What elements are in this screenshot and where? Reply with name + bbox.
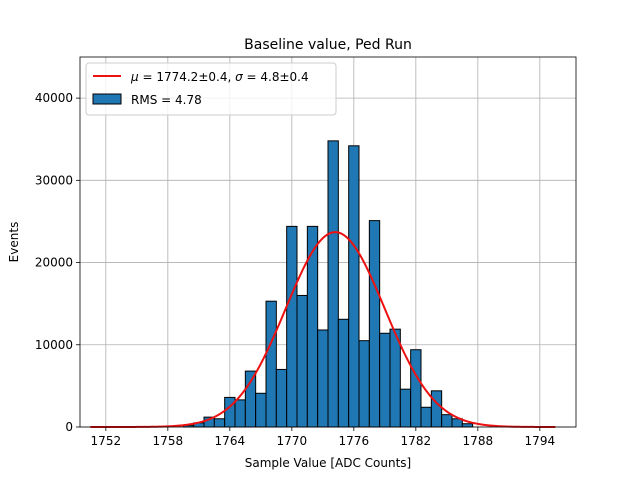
histogram-bar — [224, 396, 236, 428]
x-tick-label: 1794 — [525, 434, 556, 448]
x-tick-label: 1764 — [215, 434, 246, 448]
x-tick-label: 1770 — [277, 434, 308, 448]
y-tick-label: 0 — [65, 420, 73, 434]
y-axis-label: Events — [7, 222, 21, 263]
histogram-bar — [275, 368, 288, 428]
histogram-bar — [244, 370, 257, 428]
histogram-bar — [441, 414, 453, 428]
histogram-bar — [461, 423, 474, 428]
histogram-bar — [234, 399, 246, 428]
histogram-bar — [379, 332, 391, 428]
x-tick-label: 1776 — [339, 434, 370, 448]
x-tick-label: 1758 — [153, 434, 184, 448]
gaussian-fit-curve — [90, 231, 556, 428]
histogram-bar — [213, 418, 226, 428]
histogram-bar — [337, 318, 350, 428]
histogram-bar — [399, 388, 412, 428]
histogram-bar — [286, 225, 298, 428]
x-tick-label: 1782 — [401, 434, 432, 448]
y-axis-ticks: 0 10000 20000 30000 40000 — [35, 91, 80, 434]
legend-histogram-label: RMS = 4.78 — [131, 93, 202, 107]
y-tick-label: 40000 — [35, 91, 73, 105]
histogram-bar — [368, 220, 381, 428]
histogram-bar — [430, 390, 443, 428]
histogram-bar — [265, 300, 277, 428]
legend-box — [85, 62, 337, 116]
histogram-bar — [389, 328, 401, 428]
histogram-bar — [296, 294, 308, 428]
x-axis-label: Sample Value [ADC Counts] — [245, 456, 411, 470]
legend-histogram-swatch — [92, 93, 122, 105]
legend: μ = 1774.2±0.4, σ = 4.8±0.4 RMS = 4.78 — [85, 62, 337, 116]
y-tick-label: 10000 — [35, 338, 73, 352]
histogram-bar — [348, 145, 360, 428]
y-tick-label: 20000 — [35, 256, 73, 270]
x-axis-ticks: 1752 1758 1764 1770 1776 1782 1788 1794 — [91, 427, 556, 448]
y-tick-label: 30000 — [35, 173, 73, 187]
histogram-bar — [255, 392, 267, 428]
histogram-bar — [358, 340, 370, 428]
histogram-bar — [317, 329, 329, 428]
legend-fit-label: μ = 1774.2±0.4, σ = 4.8±0.4 — [130, 70, 309, 84]
histogram-bar — [410, 349, 422, 428]
histogram-bar — [420, 406, 432, 428]
x-tick-label: 1788 — [463, 434, 494, 448]
x-tick-label: 1752 — [91, 434, 122, 448]
histogram-bar — [327, 140, 339, 428]
chart-title: Baseline value, Ped Run — [244, 37, 412, 53]
plot-frame — [79, 56, 577, 428]
